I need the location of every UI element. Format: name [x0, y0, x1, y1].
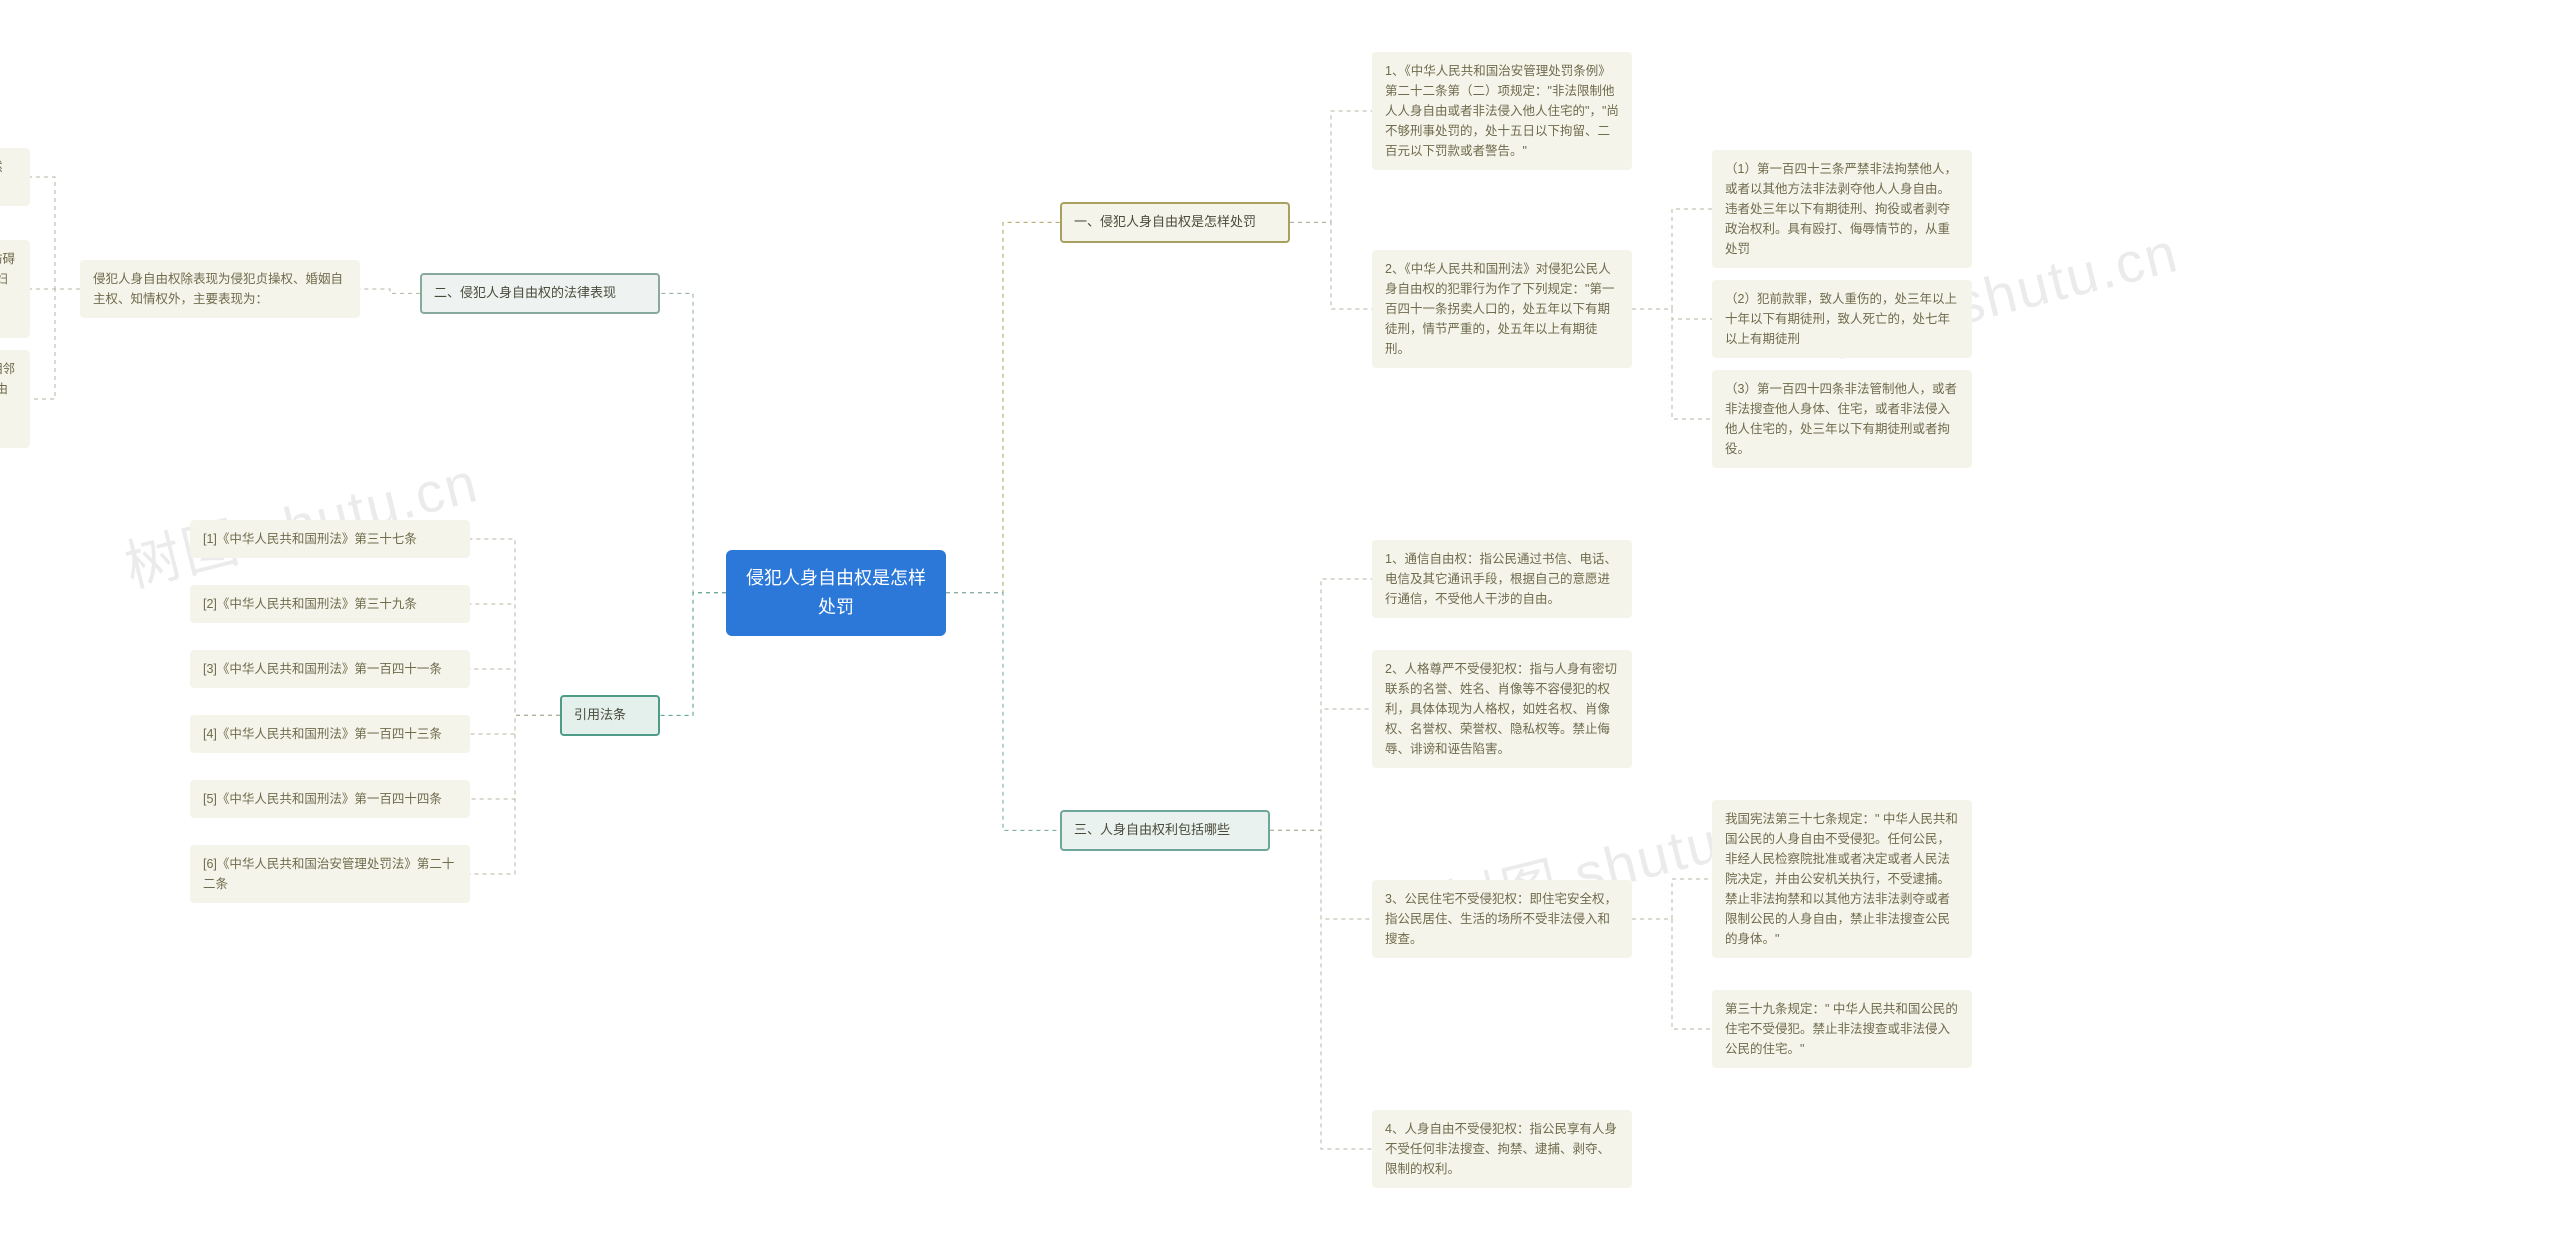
branch-4-ref-4[interactable]: [4]《中华人民共和国刑法》第一百四十三条	[190, 715, 470, 753]
branch-2-item-b[interactable]: （2）利用被害人的羞耻、恐怖心理，妨碍其行动。台湾民法学者认为，夺去入浴妇女的衣…	[0, 240, 30, 338]
branch-4-ref-3[interactable]: [3]《中华人民共和国刑法》第一百四十一条	[190, 650, 470, 688]
branch-4-ref-6[interactable]: [6]《中华人民共和国治安管理处罚法》第二十二条	[190, 845, 470, 903]
branch-1-item-2a[interactable]: （1）第一百四十三条严禁非法拘禁他人，或者以其他方法非法剥夺他人人身自由。违者处…	[1712, 150, 1972, 268]
center-topic[interactable]: 侵犯人身自由权是怎样处罚	[726, 550, 946, 636]
branch-1-item-2b[interactable]: （2）犯前款罪，致人重伤的，处三年以上十年以下有期徒刑，致人死亡的，处七年以上有…	[1712, 280, 1972, 358]
branch-3-item-3a[interactable]: 我国宪法第三十七条规定：" 中华人民共和国公民的人身自由不受侵犯。任何公民，非经…	[1712, 800, 1972, 958]
branch-2[interactable]: 二、侵犯人身自由权的法律表现	[420, 273, 660, 314]
branch-4[interactable]: 引用法条	[560, 695, 660, 736]
branch-4-ref-2[interactable]: [2]《中华人民共和国刑法》第三十九条	[190, 585, 470, 623]
branch-3-item-3[interactable]: 3、公民住宅不受侵犯权：即住宅安全权，指公民居住、生活的场所不受非法侵入和搜查。	[1372, 880, 1632, 958]
branch-3-item-3b[interactable]: 第三十九条规定：" 中华人民共和国公民的住宅不受侵犯。禁止非法搜查或非法侵入公民…	[1712, 990, 1972, 1068]
branch-2-item-a[interactable]: （1）非法限制公民行动，非法拘禁自然人；	[0, 148, 30, 206]
branch-2-item-c[interactable]: （3）妨碍公路通行，妨碍对于私路有相邻权、地役权的权利人通行。侵犯人身自由权可以…	[0, 350, 30, 448]
branch-1-item-2[interactable]: 2、《中华人民共和国刑法》对侵犯公民人身自由权的犯罪行为作了下列规定："第一百四…	[1372, 250, 1632, 368]
branch-3-item-4[interactable]: 4、人身自由不受侵犯权：指公民享有人身不受任何非法搜查、拘禁、逮捕、剥夺、限制的…	[1372, 1110, 1632, 1188]
branch-2-intro[interactable]: 侵犯人身自由权除表现为侵犯贞操权、婚姻自主权、知情权外，主要表现为：	[80, 260, 360, 318]
branch-1-item-2c[interactable]: （3）第一百四十四条非法管制他人，或者非法搜查他人身体、住宅，或者非法侵入他人住…	[1712, 370, 1972, 468]
branch-3-item-1[interactable]: 1、通信自由权：指公民通过书信、电话、电信及其它通讯手段，根据自己的意愿进行通信…	[1372, 540, 1632, 618]
branch-3-item-2[interactable]: 2、人格尊严不受侵犯权：指与人身有密切联系的名誉、姓名、肖像等不容侵犯的权利，具…	[1372, 650, 1632, 768]
branch-4-ref-5[interactable]: [5]《中华人民共和国刑法》第一百四十四条	[190, 780, 470, 818]
branch-1[interactable]: 一、侵犯人身自由权是怎样处罚	[1060, 202, 1290, 243]
branch-3[interactable]: 三、人身自由权利包括哪些	[1060, 810, 1270, 851]
branch-1-item-1[interactable]: 1、《中华人民共和国治安管理处罚条例》第二十二条第（二）项规定："非法限制他人人…	[1372, 52, 1632, 170]
branch-4-ref-1[interactable]: [1]《中华人民共和国刑法》第三十七条	[190, 520, 470, 558]
